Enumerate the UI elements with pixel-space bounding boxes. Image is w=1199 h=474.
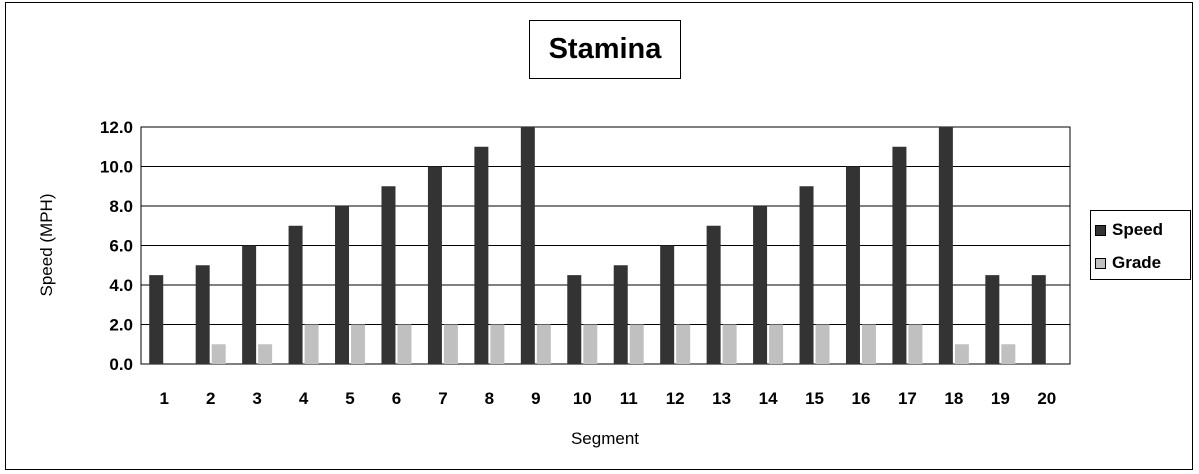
- bar-grade-7: [443, 324, 458, 364]
- x-tick-label: 16: [852, 389, 871, 408]
- bar-speed-1: [149, 275, 164, 364]
- y-tick-labels: 0.0 2.0 4.0 6.0 8.0 10.0 12.0: [100, 118, 133, 374]
- x-tick-label: 12: [666, 389, 685, 408]
- bar-speed-9: [520, 127, 535, 364]
- bar-grade-19: [1001, 344, 1016, 364]
- bar-speed-2: [195, 265, 210, 364]
- bar-speed-8: [474, 146, 489, 364]
- x-tick-label: 17: [898, 389, 917, 408]
- bars: [149, 127, 1046, 364]
- bar-grade-16: [861, 324, 876, 364]
- x-tick-label: 4: [299, 389, 309, 408]
- y-tick-label: 2.0: [109, 316, 133, 335]
- x-tick-label: 3: [252, 389, 261, 408]
- x-tick-label: 8: [485, 389, 494, 408]
- y-tick-label: 6.0: [109, 237, 133, 256]
- legend-label-grade: Grade: [1112, 253, 1162, 272]
- bar-speed-15: [799, 186, 814, 364]
- bar-grade-10: [583, 324, 598, 364]
- legend: Speed Grade: [1090, 210, 1191, 280]
- chart-title: Stamina: [529, 20, 681, 79]
- bar-speed-7: [427, 166, 442, 364]
- x-tick-label: 10: [573, 389, 592, 408]
- bar-grade-2: [211, 344, 226, 364]
- x-tick-label: 9: [531, 389, 540, 408]
- x-tick-label: 2: [206, 389, 215, 408]
- x-tick-label: 14: [759, 389, 778, 408]
- chart-title-text: Stamina: [548, 33, 662, 65]
- bar-grade-5: [351, 324, 366, 364]
- x-tick-label: 6: [392, 389, 401, 408]
- bar-grade-3: [258, 344, 273, 364]
- x-tick-label: 5: [345, 389, 354, 408]
- y-axis-label: Speed (MPH): [37, 194, 56, 297]
- x-tick-label: 7: [438, 389, 447, 408]
- bar-speed-18: [938, 127, 953, 364]
- legend-swatch-speed: [1095, 224, 1106, 236]
- x-tick-label: 13: [712, 389, 731, 408]
- legend-item-speed: Speed: [1095, 220, 1163, 240]
- legend-label-speed: Speed: [1112, 220, 1164, 239]
- x-tick-label: 1: [159, 389, 168, 408]
- legend-swatch-grade: [1095, 257, 1106, 269]
- x-axis-label: Segment: [571, 429, 639, 448]
- x-tick-label: 15: [805, 389, 824, 408]
- bar-grade-18: [954, 344, 969, 364]
- bar-speed-11: [613, 265, 628, 364]
- bar-speed-5: [335, 206, 350, 364]
- bar-speed-12: [660, 245, 675, 364]
- bar-grade-14: [769, 324, 784, 364]
- bar-speed-6: [381, 186, 396, 364]
- bar-speed-14: [753, 206, 768, 364]
- x-tick-label: 20: [1037, 389, 1056, 408]
- y-tick-label: 4.0: [109, 276, 133, 295]
- bar-grade-17: [908, 324, 923, 364]
- y-tick-label: 10.0: [100, 158, 133, 177]
- bar-grade-12: [676, 324, 691, 364]
- bar-grade-11: [629, 324, 644, 364]
- legend-item-grade: Grade: [1095, 253, 1161, 273]
- x-tick-labels: 1 2 3 4 5 6 7 8 9 10 11 12 13 14 15 16 17 18 19 20: [159, 389, 1056, 408]
- bar-grade-4: [304, 324, 319, 364]
- bar-speed-16: [845, 166, 860, 364]
- bar-speed-10: [567, 275, 582, 364]
- bar-grade-9: [536, 324, 551, 364]
- bar-grade-8: [490, 324, 505, 364]
- bar-speed-13: [706, 225, 721, 364]
- x-tick-label: 18: [944, 389, 963, 408]
- bar-grade-15: [815, 324, 830, 364]
- y-tick-label: 0.0: [109, 355, 133, 374]
- bar-grade-13: [722, 324, 737, 364]
- bar-speed-20: [1031, 275, 1046, 364]
- x-tick-label: 19: [991, 389, 1010, 408]
- bar-speed-17: [892, 146, 907, 364]
- y-tick-label: 12.0: [100, 118, 133, 137]
- bar-speed-19: [985, 275, 1000, 364]
- x-tick-label: 11: [620, 389, 638, 408]
- bar-speed-3: [242, 245, 257, 364]
- bar-speed-4: [288, 225, 303, 364]
- bar-grade-6: [397, 324, 412, 364]
- y-tick-label: 8.0: [109, 197, 133, 216]
